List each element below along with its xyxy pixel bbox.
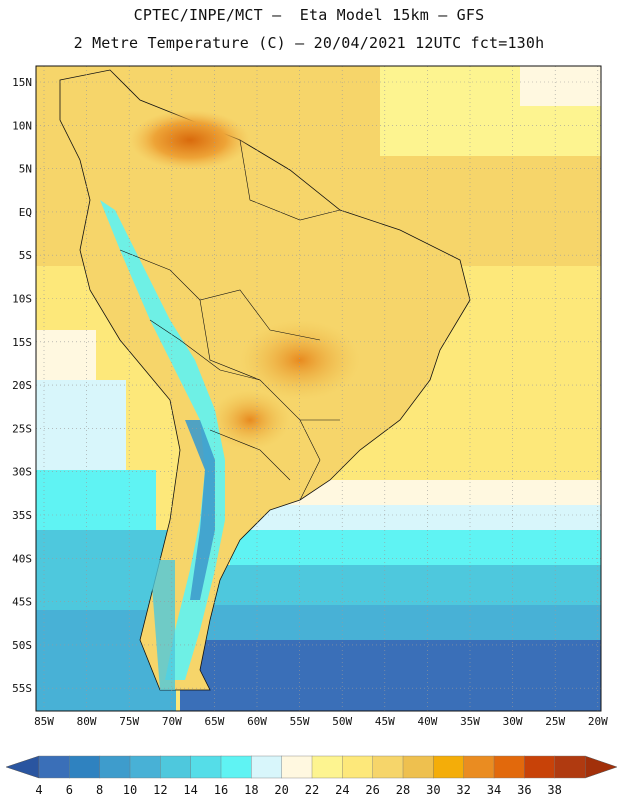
colorbar-label: 16	[213, 783, 229, 797]
lat-label: 35S	[12, 509, 32, 522]
colorbar-swatch	[251, 755, 283, 779]
map-title-line2: 2 Metre Temperature (C) – 20/04/2021 12U…	[73, 34, 545, 52]
lon-label: 85W	[34, 715, 54, 728]
lon-label: 45W	[375, 715, 395, 728]
colorbar-label: 22	[304, 783, 320, 797]
lon-label: 80W	[77, 715, 97, 728]
lat-label: 25S	[12, 422, 32, 435]
colorbar-label: 26	[365, 783, 380, 797]
colorbar-swatch	[160, 755, 192, 779]
lat-label: 10N	[12, 119, 32, 132]
lat-label: 50S	[12, 639, 32, 652]
colorbar-swatch	[69, 755, 101, 779]
lon-label: 20W	[588, 715, 608, 728]
colorbar-swatch	[281, 755, 313, 779]
lon-label: 25W	[545, 715, 565, 728]
lon-label: 55W	[290, 715, 310, 728]
lat-label: 15S	[12, 336, 32, 349]
lon-label: 35W	[460, 715, 480, 728]
colorbar-swatch	[129, 755, 161, 779]
lat-label: 55S	[12, 682, 32, 695]
colorbar-swatch	[463, 755, 495, 779]
temperature-field	[36, 66, 601, 711]
colorbar-label: 32	[456, 783, 471, 797]
lat-label: 20S	[12, 379, 32, 392]
colorbar-swatch	[402, 755, 434, 779]
colorbar-swatch	[311, 755, 343, 779]
colorbar-label: 8	[96, 783, 104, 797]
longitude-labels: 85W 80W 75W 70W 65W 60W 55W 50W 45W 40W 35W 30W 25W 2…	[34, 715, 608, 728]
lat-label: EQ	[19, 206, 32, 219]
lon-label: 65W	[204, 715, 224, 728]
colorbar-swatch	[99, 755, 131, 779]
colorbar-label: 20	[274, 783, 289, 797]
colorbar-swatch	[38, 755, 70, 779]
colorbar-label: 6	[65, 783, 73, 797]
colorbar-swatch	[220, 755, 252, 779]
colorbar-low-arrow	[5, 755, 40, 779]
colorbar-label: 14	[183, 783, 198, 797]
colorbar-swatch	[554, 755, 586, 779]
colorbar-label: 24	[335, 783, 350, 797]
lat-label: 30S	[12, 466, 32, 479]
latitude-labels: 15N 10N 5N EQ 5S 10S 15S 20S 25S 30S 35S 40S 45S 50S 5…	[12, 76, 32, 695]
colorbar-label: 36	[517, 783, 532, 797]
colorbar-swatch	[493, 755, 525, 779]
colorbar-label: 30	[426, 783, 441, 797]
colorbar-swatch	[524, 755, 556, 779]
lat-label: 15N	[12, 76, 32, 89]
lon-label: 70W	[162, 715, 182, 728]
colorbar-swatch	[372, 755, 404, 779]
lon-label: 60W	[247, 715, 267, 728]
colorbar-label: 34	[486, 783, 502, 797]
colorbar-label: 10	[122, 783, 138, 797]
lat-label: 40S	[12, 552, 32, 565]
colorbar-label: 12	[153, 783, 168, 797]
lat-label: 5S	[19, 249, 32, 262]
lat-label: 10S	[12, 293, 32, 306]
lon-label: 75W	[119, 715, 139, 728]
colorbar-label: 4	[35, 783, 43, 797]
lon-label: 40W	[417, 715, 437, 728]
colorbar-swatch	[342, 755, 374, 779]
lon-label: 50W	[332, 715, 352, 728]
colorbar-swatch	[433, 755, 465, 779]
colorbar	[5, 755, 618, 779]
map-frame	[35, 65, 602, 712]
map-title-line1: CPTEC/INPE/MCT – Eta Model 15km – GFS	[133, 6, 485, 24]
colorbar-label: 38	[547, 783, 562, 797]
lon-label: 30W	[503, 715, 523, 728]
lat-label: 5N	[19, 163, 32, 176]
colorbar-label: 18	[244, 783, 259, 797]
colorbar-label: 28	[395, 783, 411, 797]
colorbar-swatch	[190, 755, 222, 779]
lat-label: 45S	[12, 596, 32, 609]
colorbar-high-arrow	[584, 755, 618, 779]
